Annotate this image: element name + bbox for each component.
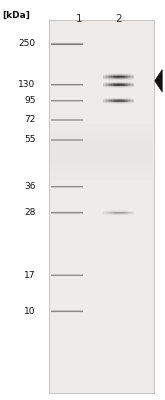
Bar (50, 163, 153, 165)
Bar (50, 166, 153, 167)
Text: 2: 2 (115, 14, 122, 24)
Bar (50, 148, 153, 149)
Text: 250: 250 (18, 40, 35, 48)
Text: 55: 55 (24, 136, 35, 144)
Bar (50, 156, 153, 158)
Bar (50, 142, 153, 144)
Text: 1: 1 (76, 14, 82, 24)
Text: 36: 36 (24, 182, 35, 191)
Text: [kDa]: [kDa] (3, 11, 30, 20)
Text: 130: 130 (18, 80, 35, 89)
Bar (50, 152, 153, 153)
Bar (50, 132, 153, 134)
Bar (50, 134, 153, 135)
Bar (50, 146, 153, 148)
Bar (50, 178, 153, 180)
Bar (50, 158, 153, 159)
Text: 95: 95 (24, 96, 35, 105)
Bar (50, 170, 153, 172)
Bar (50, 160, 153, 162)
Bar (50, 130, 153, 131)
Bar (50, 127, 153, 128)
Bar (50, 131, 153, 132)
Bar (50, 169, 153, 170)
Bar (50, 176, 153, 177)
Bar (49, 20, 154, 393)
Bar (50, 162, 153, 163)
Bar (50, 153, 153, 155)
Bar (50, 159, 153, 160)
Bar (50, 138, 153, 139)
Bar (50, 125, 153, 127)
Bar (50, 124, 153, 125)
Text: 17: 17 (24, 271, 35, 280)
Bar (50, 128, 153, 130)
Bar (50, 141, 153, 142)
Bar (50, 137, 153, 138)
Bar (50, 165, 153, 166)
Bar (50, 149, 153, 150)
Bar (50, 135, 153, 136)
Bar (50, 167, 153, 169)
Bar (50, 155, 153, 156)
Bar (50, 140, 153, 141)
Bar (50, 145, 153, 146)
Text: 72: 72 (24, 116, 35, 124)
Bar (50, 177, 153, 178)
Bar (50, 173, 153, 174)
Polygon shape (155, 70, 162, 92)
Bar (50, 150, 153, 152)
Bar (50, 174, 153, 176)
Bar (50, 144, 153, 145)
Bar (50, 172, 153, 173)
Text: 10: 10 (24, 307, 35, 316)
Text: 28: 28 (24, 208, 35, 217)
